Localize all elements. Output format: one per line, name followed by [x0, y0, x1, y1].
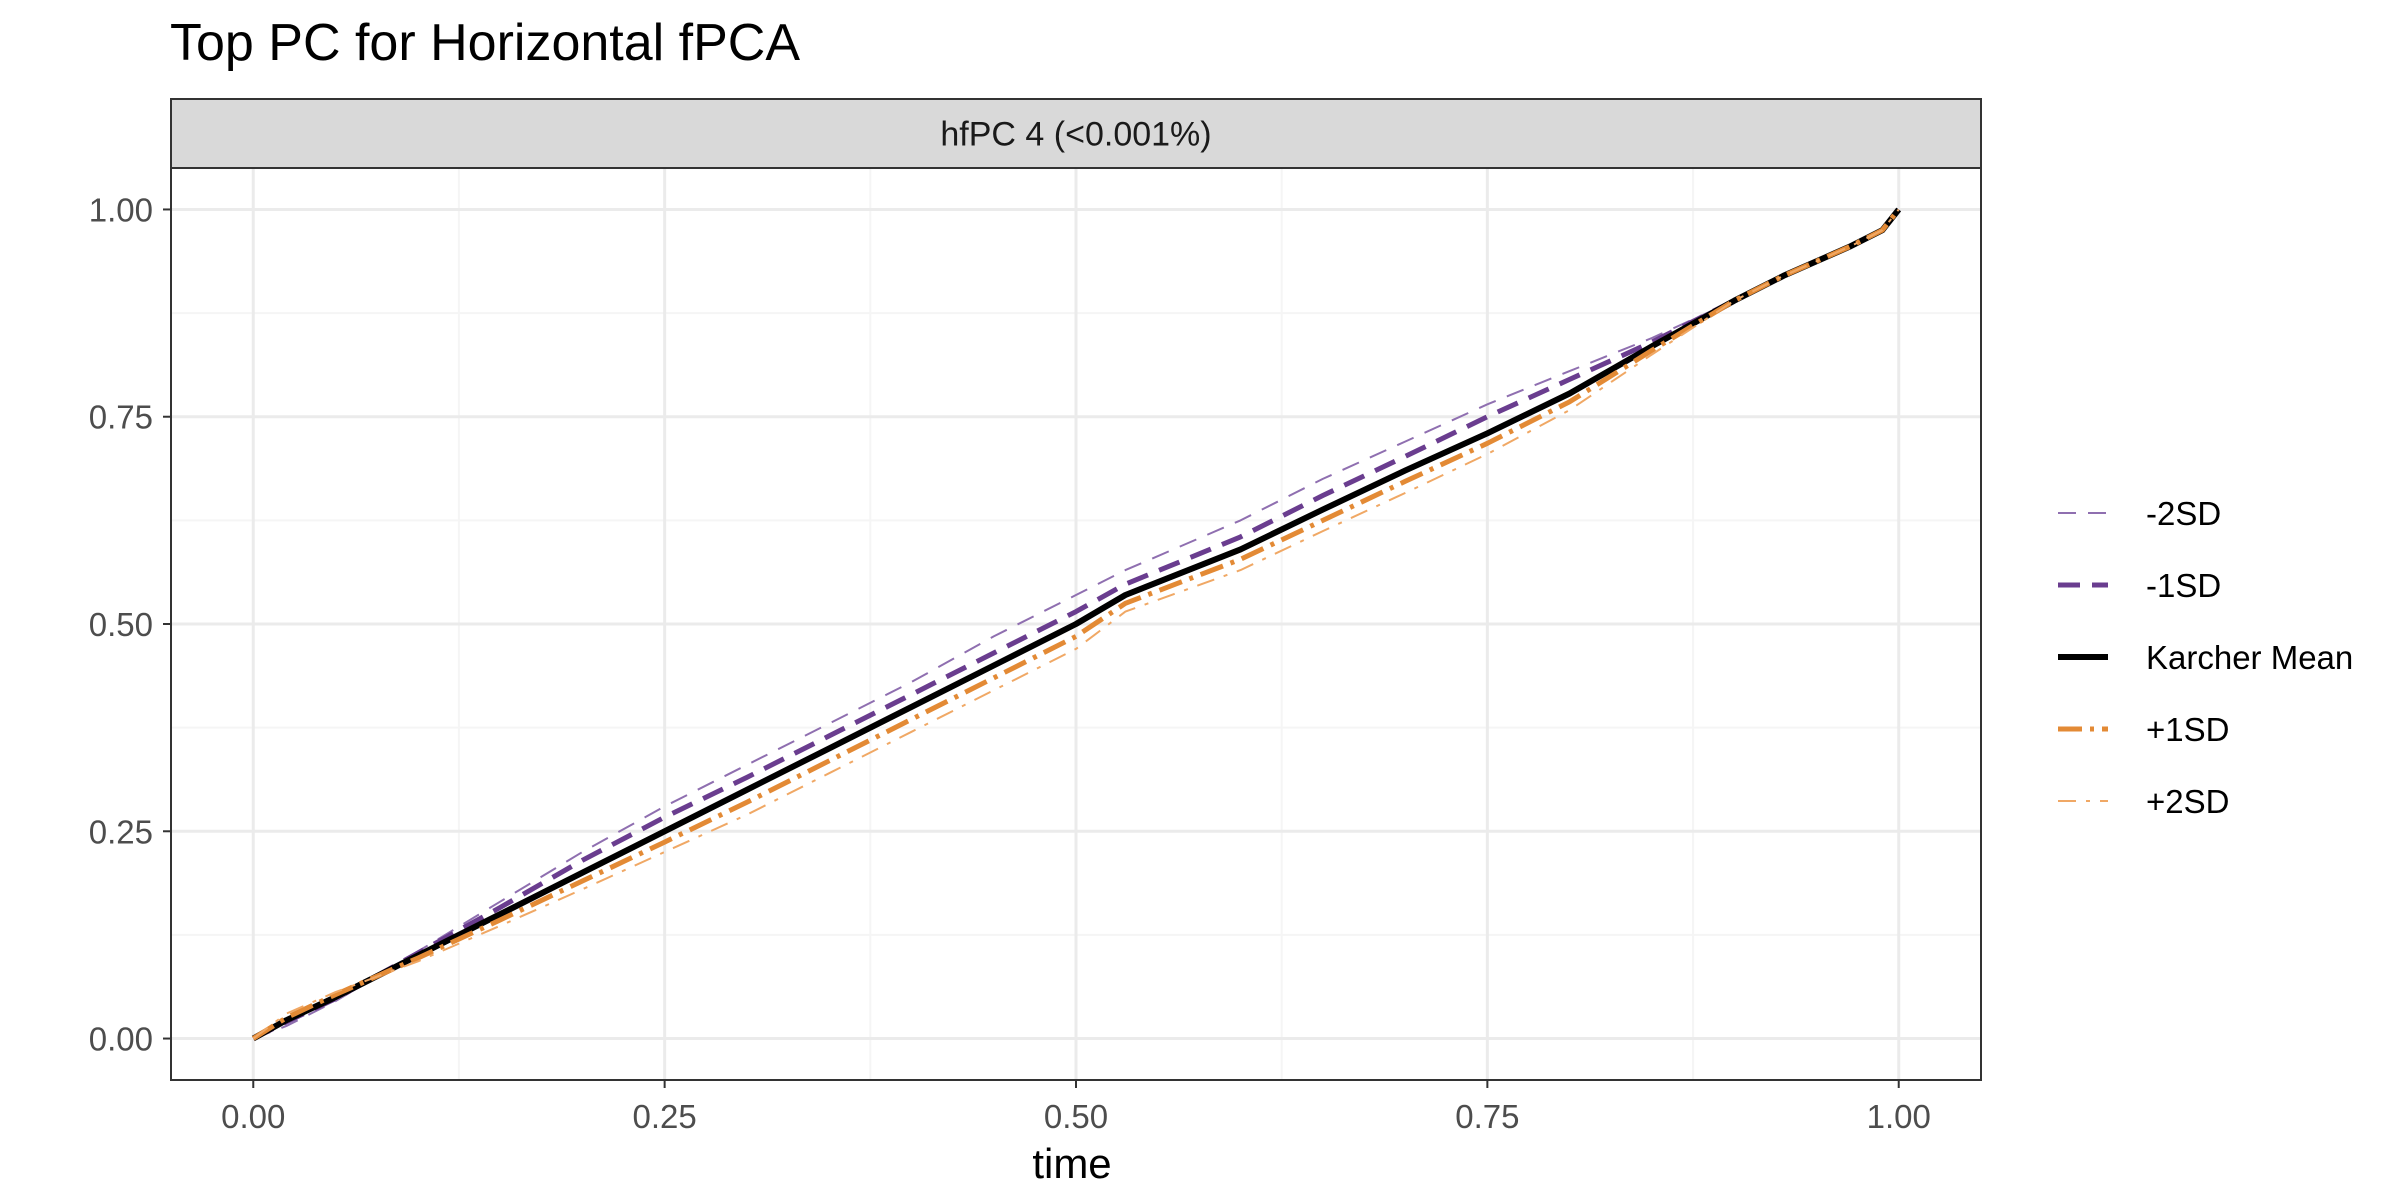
facet-strip-label: hfPC 4 (<0.001%) — [940, 116, 1211, 154]
x-axis-title: time — [1032, 1140, 1111, 1187]
x-tick-label: 0.25 — [633, 1098, 697, 1135]
series-lines — [251, 207, 1902, 1042]
legend-label--1sd: -1SD — [2146, 567, 2221, 604]
major-gridlines — [171, 168, 1981, 1080]
plot-panel — [170, 167, 1982, 1081]
legend-label-karcher-mean: Karcher Mean — [2146, 639, 2353, 676]
y-tick-label: 0.25 — [89, 813, 153, 850]
legend-label--1sd: +1SD — [2146, 711, 2229, 748]
facet-strip-background — [170, 98, 1982, 169]
y-tick-label: 1.00 — [89, 191, 153, 228]
x-tick-label: 1.00 — [1867, 1098, 1931, 1135]
series-line--2sd — [252, 208, 1900, 1040]
legend-label--2sd: -2SD — [2146, 495, 2221, 532]
y-tick-label: 0.00 — [89, 1021, 153, 1058]
x-tick-label: 0.75 — [1455, 1098, 1519, 1135]
legend: -2SD -1SD Karcher Mean +1SD +2SD — [2058, 495, 2353, 820]
x-axis: 0.00 0.25 0.50 0.75 1.00 — [221, 1080, 1931, 1135]
y-axis: 0.00 0.25 0.50 0.75 1.00 — [89, 191, 171, 1058]
legend-label--2sd: +2SD — [2146, 783, 2229, 820]
series-line--1sd — [251, 207, 1901, 1041]
facet-strip: hfPC 4 (<0.001%) — [170, 98, 1982, 169]
series-line--1sd — [252, 207, 1901, 1041]
x-tick-label: 0.00 — [221, 1098, 285, 1135]
chart-title: Top PC for Horizontal fPCA — [170, 14, 800, 72]
y-tick-label: 0.75 — [89, 399, 153, 436]
y-tick-label: 0.50 — [89, 606, 153, 643]
x-tick-label: 0.50 — [1044, 1098, 1108, 1135]
